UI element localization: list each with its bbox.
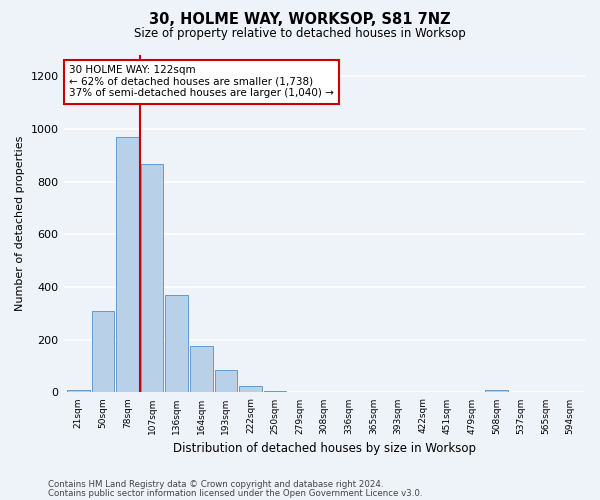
Text: 30, HOLME WAY, WORKSOP, S81 7NZ: 30, HOLME WAY, WORKSOP, S81 7NZ (149, 12, 451, 28)
Bar (67, 390, 89, 392)
Text: 30 HOLME WAY: 122sqm
← 62% of detached houses are smaller (1,738)
37% of semi-de: 30 HOLME WAY: 122sqm ← 62% of detached h… (69, 65, 334, 98)
Text: Contains HM Land Registry data © Crown copyright and database right 2024.: Contains HM Land Registry data © Crown c… (48, 480, 383, 489)
Bar (190, 346, 212, 393)
Bar (141, 164, 163, 392)
Bar (264, 391, 286, 392)
Bar (485, 390, 508, 392)
Text: Contains public sector information licensed under the Open Government Licence v3: Contains public sector information licen… (48, 488, 422, 498)
Bar (239, 386, 262, 392)
Bar (116, 136, 139, 392)
Bar (166, 295, 188, 392)
Text: Size of property relative to detached houses in Worksop: Size of property relative to detached ho… (134, 28, 466, 40)
Y-axis label: Number of detached properties: Number of detached properties (15, 136, 25, 312)
Bar (92, 310, 114, 392)
X-axis label: Distribution of detached houses by size in Worksop: Distribution of detached houses by size … (173, 442, 476, 455)
Bar (215, 370, 237, 392)
